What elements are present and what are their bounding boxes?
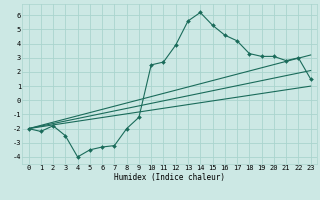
X-axis label: Humidex (Indice chaleur): Humidex (Indice chaleur) (114, 173, 225, 182)
